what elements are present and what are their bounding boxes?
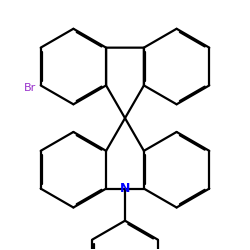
Text: Br: Br [24, 83, 36, 93]
Text: N: N [120, 182, 130, 195]
